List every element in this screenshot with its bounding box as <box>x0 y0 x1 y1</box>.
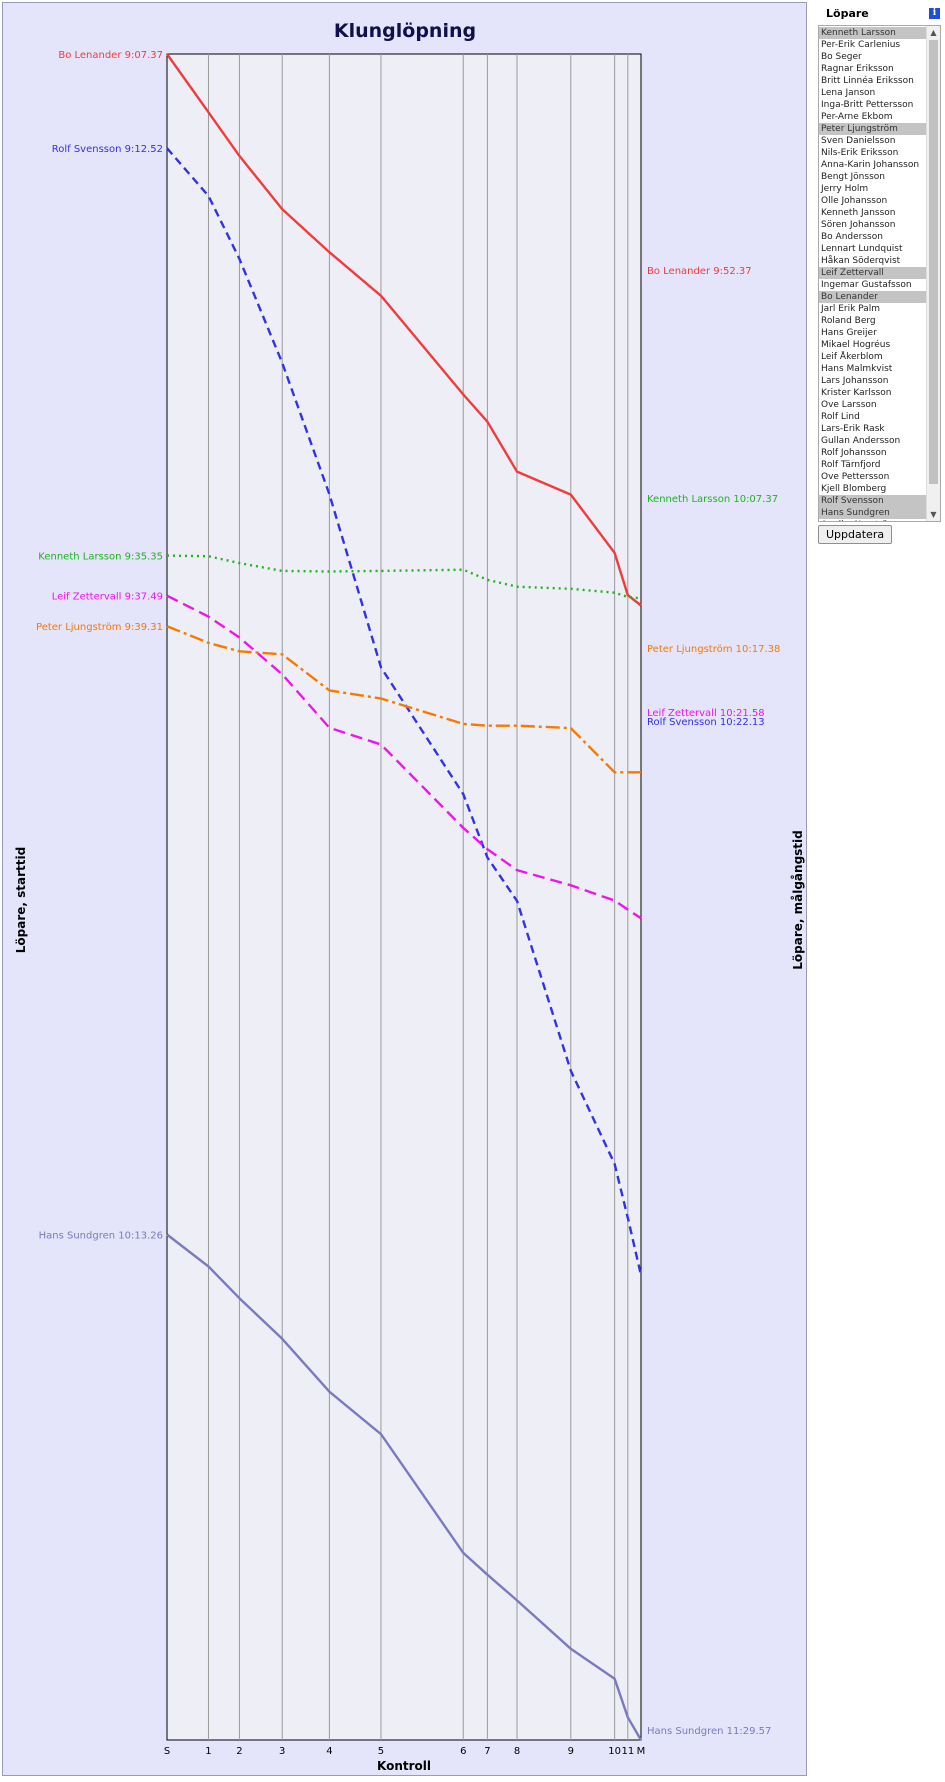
runner-list-item[interactable]: Olle Johansson <box>821 196 888 206</box>
series-end-label: Kenneth Larsson 10:07.37 <box>647 494 778 505</box>
update-button[interactable]: Uppdatera <box>818 525 893 544</box>
runner-list-item[interactable]: Britt Linnéa Eriksson <box>821 76 914 86</box>
y-axis-label-right: Löpare, målgångstid <box>791 830 805 970</box>
x-tick-label: 8 <box>514 1746 520 1757</box>
x-tick-label: 4 <box>326 1746 332 1757</box>
runner-list-item[interactable]: Per-Erik Carlenius <box>821 40 901 50</box>
series-end-label: Hans Sundgren 11:29.57 <box>647 1726 771 1737</box>
listbox-scrollbar[interactable]: ▲ ▼ <box>926 26 940 521</box>
runner-list-item[interactable]: Rolf Svensson <box>819 495 927 507</box>
runner-list-item[interactable]: Hans Sundgren <box>819 507 927 519</box>
x-tick-label: 3 <box>279 1746 285 1757</box>
runner-list-item[interactable]: Håkan Söderqvist <box>821 256 901 266</box>
runner-list-item[interactable]: Roland Berg <box>821 316 876 326</box>
runner-panel-header: Löpare i <box>818 5 942 21</box>
series-end-label: Peter Ljungström 10:17.38 <box>647 644 780 655</box>
x-tick-label: 6 <box>460 1746 466 1757</box>
series-line-bo-lenander <box>166 53 642 607</box>
runner-list-item[interactable]: Ingemar Gustafsson <box>821 280 912 290</box>
x-tick-label: 5 <box>378 1746 384 1757</box>
runner-list-item[interactable]: Hans Greijer <box>821 328 877 338</box>
x-tick-label: 1 <box>205 1746 211 1757</box>
runner-list-item[interactable]: Lars Johansson <box>821 376 889 386</box>
series-line-leif-zettervall <box>166 594 642 920</box>
runner-list-item[interactable]: Lars-Erik Rask <box>821 424 885 434</box>
runner-list-item[interactable]: Lena Janson <box>821 88 876 98</box>
x-tick-label: 9 <box>568 1746 574 1757</box>
runner-list-item[interactable]: Annika Norström <box>819 519 927 521</box>
runner-list-item[interactable]: Ove Larsson <box>821 400 877 410</box>
runner-list-item[interactable]: Leif Åkerblom <box>821 352 883 362</box>
runner-list-item[interactable]: Bo Lenander <box>819 291 927 303</box>
chart-frame: Klunglöpning S 1 2 3 4 5 6 7 8 9 10 11 M Kontroll Löpar… <box>2 2 807 1776</box>
series-start-label: Peter Ljungström 9:39.31 <box>36 622 163 633</box>
runner-list-item[interactable]: Ragnar Eriksson <box>821 64 894 74</box>
runner-list-item[interactable]: Bengt Jönsson <box>821 172 885 182</box>
x-tick-label: 7 <box>484 1746 490 1757</box>
runner-list-item[interactable]: Anna-Karin Johansson <box>821 160 920 170</box>
series-start-label: Hans Sundgren 10:13.26 <box>39 1230 163 1241</box>
series-start-label: Leif Zettervall 9:37.49 <box>52 592 163 603</box>
runner-list-item[interactable]: Mikael Hogréus <box>821 340 891 350</box>
y-axis-label-left: Löpare, starttid <box>14 847 28 953</box>
runner-list-item[interactable]: Hans Malmkvist <box>821 364 893 374</box>
runner-list-item[interactable]: Kjell Blomberg <box>821 484 887 494</box>
info-icon[interactable]: i <box>929 7 940 19</box>
series-line-rolf-svensson <box>166 147 643 1276</box>
chart-title: Klunglöpning <box>334 20 476 42</box>
runner-list-item[interactable]: Sven Danielsson <box>821 136 896 146</box>
series-line-hans-sundgren <box>166 1233 643 1741</box>
x-tick-label: 11 <box>621 1746 634 1757</box>
scroll-down-icon[interactable]: ▼ <box>930 510 937 519</box>
series-start-label: Bo Lenander 9:07.37 <box>58 50 163 61</box>
runner-listbox[interactable]: Kenneth Larsson Per-Erik Carlenius Bo Sege… <box>818 25 941 522</box>
x-axis-label: Kontroll <box>377 1759 431 1773</box>
runner-list-item[interactable]: Rolf Johansson <box>821 448 887 458</box>
runner-list-items: Kenneth Larsson Per-Erik Carlenius Bo Sege… <box>819 27 927 521</box>
series-line-kenneth-larsson <box>166 554 642 600</box>
scroll-up-icon[interactable]: ▲ <box>930 28 937 37</box>
series-line-peter-ljungstr-m <box>166 625 641 774</box>
runner-list-item[interactable]: Kenneth Jansson <box>821 208 896 218</box>
runner-list-item[interactable]: Jarl Erik Palm <box>821 304 880 314</box>
runner-list-item[interactable]: Rolf Lind <box>821 412 860 422</box>
runner-list-item[interactable]: Gullan Andersson <box>821 436 901 446</box>
runner-list-item[interactable]: Lennart Lundquist <box>821 244 903 254</box>
series-end-label: Leif Zettervall 10:21.58 <box>647 708 765 719</box>
runner-list-item[interactable]: Sören Johansson <box>821 220 896 230</box>
runner-list-item[interactable]: Ove Pettersson <box>821 472 890 482</box>
runner-list-item[interactable]: Inga-Britt Pettersson <box>821 100 914 110</box>
x-tick-label: S <box>164 1746 170 1757</box>
plot-area <box>166 53 642 1741</box>
runner-list-item[interactable]: Kenneth Larsson <box>819 27 927 39</box>
series-start-label: Kenneth Larsson 9:35.35 <box>38 552 163 563</box>
x-tick-label: 10 <box>608 1746 621 1757</box>
x-tick-label: M <box>637 1746 646 1757</box>
runner-list-item[interactable]: Nils-Erik Eriksson <box>821 148 899 158</box>
series-end-label: Rolf Svensson 10:22.13 <box>647 717 765 728</box>
runner-list-item[interactable]: Bo Seger <box>821 52 862 62</box>
series-end-label: Bo Lenander 9:52.37 <box>647 266 752 277</box>
runner-list-item[interactable]: Krister Karlsson <box>821 388 892 398</box>
runner-panel-title: Löpare <box>826 6 869 20</box>
runner-list-item[interactable]: Leif Zettervall <box>819 267 927 279</box>
runner-list-item[interactable]: Peter Ljungström <box>819 123 927 135</box>
x-tick-label: 2 <box>236 1746 242 1757</box>
series-start-label: Rolf Svensson 9:12.52 <box>52 144 163 155</box>
scrollbar-thumb[interactable] <box>929 40 938 484</box>
runner-list-item[interactable]: Bo Andersson <box>821 232 883 242</box>
runner-list-item[interactable]: Jerry Holm <box>821 184 869 194</box>
klunglopning-chart: Klunglöpning S 1 2 3 4 5 6 7 8 9 10 11 M Kontroll Löpar… <box>14 20 805 1773</box>
runner-list-item[interactable]: Rolf Tärnfjord <box>821 460 881 470</box>
runner-list-item[interactable]: Per-Arne Ekbom <box>821 112 893 122</box>
runner-panel: Löpare i Kenneth Larsson Per-Erik Carleni… <box>818 5 942 544</box>
